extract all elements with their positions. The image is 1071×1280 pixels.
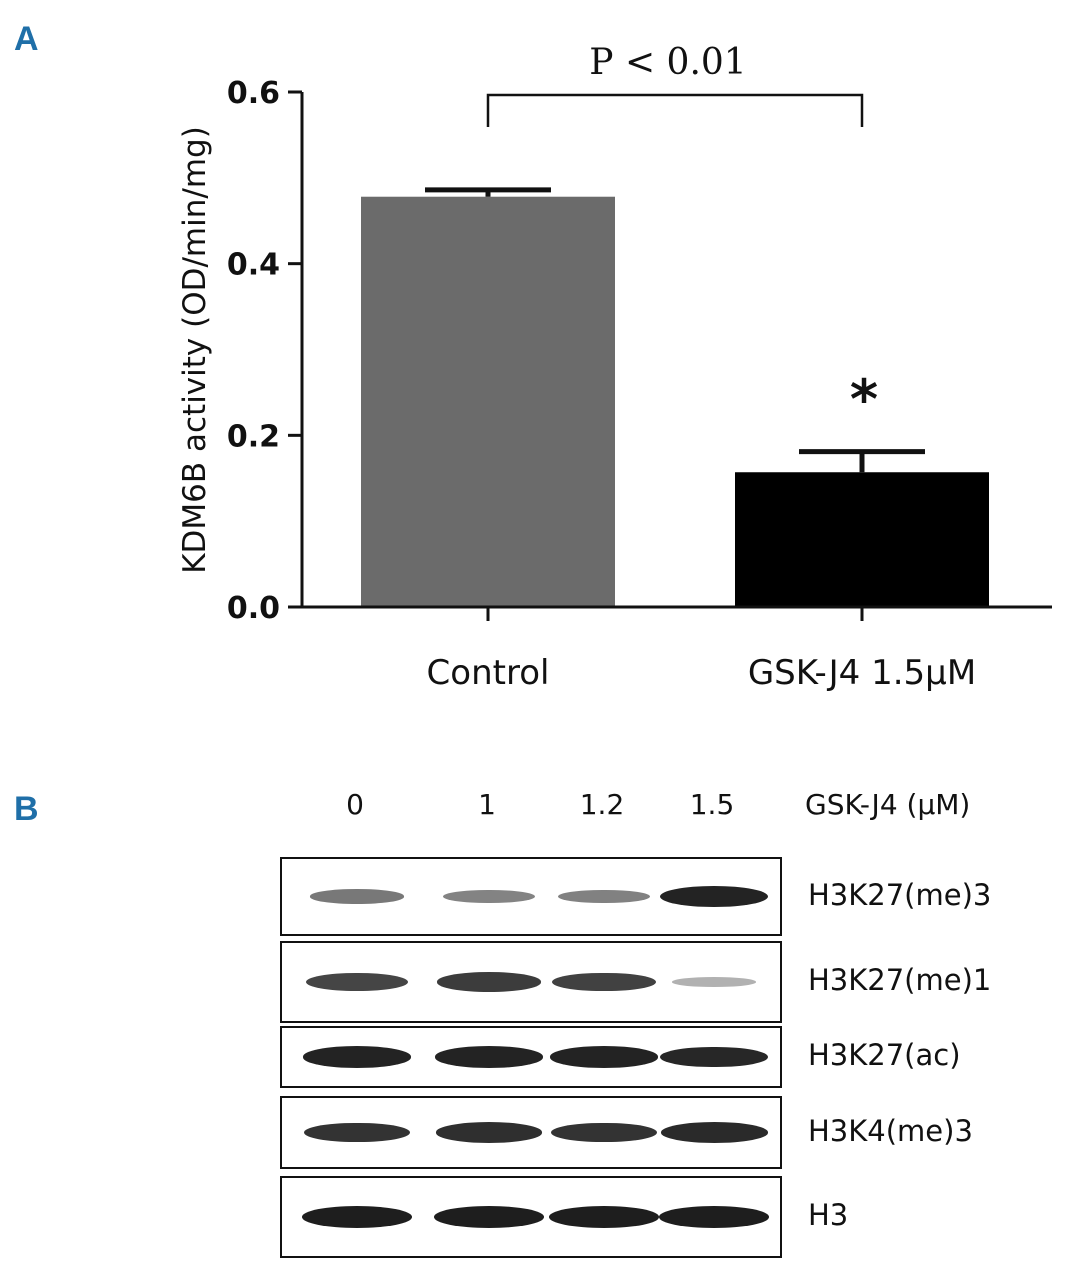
y-axis-label: KDM6B activity (OD/min/mg) — [177, 126, 213, 574]
bar-1 — [735, 472, 989, 607]
dose-label: 0 — [346, 788, 364, 821]
x-category-label: Control — [427, 653, 550, 693]
blot-strip — [280, 1026, 782, 1088]
blot-strip — [280, 1176, 782, 1258]
dose-label: 1 — [478, 788, 496, 821]
blot-band — [434, 1206, 544, 1228]
blot-band — [305, 972, 409, 992]
blot-band — [558, 889, 650, 904]
blot-band — [549, 1046, 659, 1068]
blot-band — [310, 889, 404, 904]
blot-band — [659, 1206, 769, 1228]
panel-letter-b: B — [14, 790, 39, 828]
y-tick-label: 0.2 — [227, 419, 280, 454]
p-value-annotation: P < 0.01 — [589, 42, 746, 83]
blot-band — [672, 977, 756, 987]
blot-band — [302, 1206, 412, 1228]
x-category-label: GSK-J4 1.5μM — [748, 653, 976, 693]
blot-band — [437, 972, 541, 992]
blot-band — [660, 1046, 768, 1068]
blot-band — [659, 885, 769, 908]
bars — [361, 187, 989, 607]
panel-letter-a: A — [14, 20, 39, 58]
blot-band — [660, 1122, 768, 1143]
dose-unit-label: GSK-J4 (μM) — [805, 788, 971, 821]
y-axis: 0.0 0.2 0.4 0.6 — [227, 76, 304, 626]
blot-band — [434, 1046, 544, 1068]
blot-band — [443, 889, 535, 904]
bar-chart: 0.0 0.2 0.4 0.6 Control GSK-J4 1.5μM KDM6B a… — [177, 42, 1052, 693]
dose-label: 1.5 — [689, 788, 735, 821]
x-axis: Control GSK-J4 1.5μM — [302, 605, 1052, 693]
blot-strip — [280, 1096, 782, 1169]
y-tick-label: 0.4 — [227, 248, 280, 283]
blot-band — [304, 1122, 410, 1143]
blot-band — [552, 972, 656, 992]
blot-row-label: H3K27(me)3 — [808, 877, 992, 912]
blot-band — [549, 1206, 659, 1228]
bar-0 — [361, 196, 615, 607]
y-tick-label: 0.6 — [227, 76, 280, 111]
significance-bracket — [486, 93, 864, 127]
blot-row-label: H3 — [808, 1198, 849, 1232]
blot-strip — [280, 941, 782, 1023]
blot-row-label: H3K27(me)1 — [808, 963, 992, 997]
dose-label: 1.2 — [579, 788, 625, 821]
blot-strip — [280, 857, 782, 936]
y-tick-label: 0.0 — [227, 591, 280, 626]
blot-band — [435, 1122, 543, 1143]
blot-band — [302, 1046, 412, 1068]
significance-star: * — [850, 368, 878, 431]
blot-band — [551, 1122, 657, 1143]
blot-row-label: H3K4(me)3 — [808, 1113, 973, 1148]
blot-row-label: H3K27(ac) — [808, 1038, 961, 1072]
